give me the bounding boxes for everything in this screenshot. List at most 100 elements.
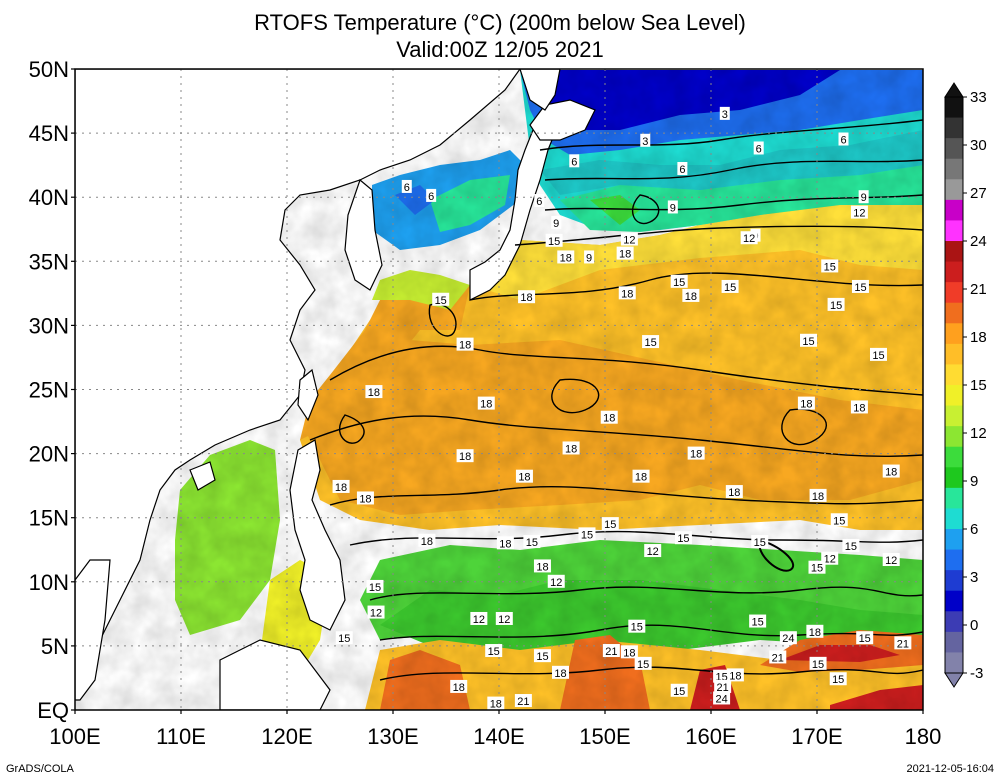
contour-label-bg (367, 605, 385, 619)
contour-label-bg (547, 574, 565, 588)
contour-label: 18 (619, 249, 631, 261)
lat-tick-label: 30N (29, 313, 69, 338)
colorbar-segment (945, 117, 963, 139)
contour-label: 12 (473, 614, 485, 626)
contour-label-bg (495, 611, 513, 625)
contour-label-bg (426, 188, 437, 202)
lon-tick-label: 140E (473, 724, 524, 749)
contour-label-bg (667, 200, 678, 214)
colorbar-tick-label: 30 (970, 137, 987, 154)
contour-label-bg (821, 259, 839, 273)
contour-label-bg (713, 669, 731, 683)
contour-label-bg (882, 553, 900, 567)
contour-label: 15 (754, 537, 766, 549)
contour-label-bg (335, 631, 353, 645)
contour-label: 15 (859, 633, 871, 645)
contour-label: 6 (428, 191, 434, 203)
contour-label: 15 (526, 537, 538, 549)
contour-label-bg (450, 679, 468, 693)
colorbar-tick-label: 33 (970, 89, 987, 106)
contour-label: 12 (623, 235, 635, 247)
contour-label-bg (534, 194, 545, 208)
contour-label-bg (584, 250, 595, 264)
colorbar-segment (945, 179, 963, 201)
contour-label-bg (682, 288, 700, 302)
colorbar (944, 82, 964, 688)
contour-label-bg (850, 205, 868, 219)
contour-label: 6 (536, 196, 542, 208)
colorbar-tick-label: -3 (970, 665, 983, 682)
contour-label: 18 (809, 627, 821, 639)
colorbar-segment (945, 364, 963, 386)
lon-tick-label: 180 (905, 724, 942, 749)
contour-label: 3 (722, 109, 728, 121)
contour-label: 15 (435, 295, 447, 307)
contour-label: 6 (756, 143, 762, 155)
contour-label-bg (618, 286, 636, 300)
contour-label-bg (838, 132, 849, 146)
contour-label: 18 (690, 449, 702, 461)
contour-label: 15 (369, 582, 381, 594)
graticule (75, 69, 923, 710)
lon-tick-label: 100E (49, 724, 100, 749)
colorbar-tick-label: 3 (970, 569, 978, 586)
colorbar-segment (945, 138, 963, 160)
contour-label-bg (514, 694, 532, 708)
contour-label-bg (533, 559, 551, 573)
colorbar-segment (945, 652, 963, 674)
colorbar-tick-label: 15 (970, 377, 987, 394)
contour-label: 12 (550, 577, 562, 589)
contour-label: 6 (404, 182, 410, 194)
contour-label-bg (749, 614, 767, 628)
contour-label: 18 (480, 399, 492, 411)
contour-label: 18 (499, 538, 511, 550)
contour-label-bg (829, 672, 847, 686)
colorbar-tick-label: 6 (970, 521, 978, 538)
contour-label-bg (809, 488, 827, 502)
contour-label: 3 (642, 136, 648, 148)
lat-tick-label: 35N (29, 249, 69, 274)
contour-labels: 3366666669999121212151818915151515151818… (332, 106, 912, 711)
contour-label: 18 (728, 487, 740, 499)
contour-label: 15 (802, 336, 814, 348)
contour-label: 18 (603, 413, 615, 425)
contour-label-bg (714, 679, 732, 693)
lat-tick-label: 5N (41, 634, 69, 659)
contour-label-bg (518, 290, 536, 304)
contour-label: 21 (717, 682, 729, 694)
colorbar-segment (945, 590, 963, 612)
lat-tick-label: 20N (29, 442, 69, 467)
colorbar-tick-label: 9 (970, 473, 978, 490)
contour-label: 18 (536, 561, 548, 573)
lat-tick-label: 50N (29, 57, 69, 82)
contour-label: 9 (861, 192, 867, 204)
colorbar-segment (945, 405, 963, 427)
contour-label: 6 (571, 156, 577, 168)
lon-tick-label: 120E (261, 724, 312, 749)
contour-label: 15 (812, 659, 824, 671)
contour-label: 15 (488, 646, 500, 658)
contour-label-bg (356, 491, 374, 505)
contour-label-bg (642, 335, 660, 349)
colorbar-segment (945, 487, 963, 509)
contour-label: 9 (553, 218, 559, 230)
contour-label-bg (562, 441, 580, 455)
contour-label: 15 (338, 633, 350, 645)
contour-label-bg (721, 279, 739, 293)
contour-label-bg (842, 538, 860, 552)
contour-label-bg (640, 133, 651, 147)
contour-label-bg (533, 649, 551, 663)
contour-label-bg (882, 464, 900, 478)
contour-label: 15 (604, 519, 616, 531)
contour-label: 15 (631, 622, 643, 634)
contour-label-bg (628, 619, 646, 633)
contour-label-bg (569, 154, 580, 168)
contour-label-bg (456, 449, 474, 463)
contour-label-bg (797, 396, 815, 410)
contour-label: 9 (670, 202, 676, 214)
contour-label-bg (620, 645, 638, 659)
contour-label: 12 (853, 208, 865, 220)
contour-label-bg (644, 544, 662, 558)
colorbar-segment (945, 323, 963, 345)
